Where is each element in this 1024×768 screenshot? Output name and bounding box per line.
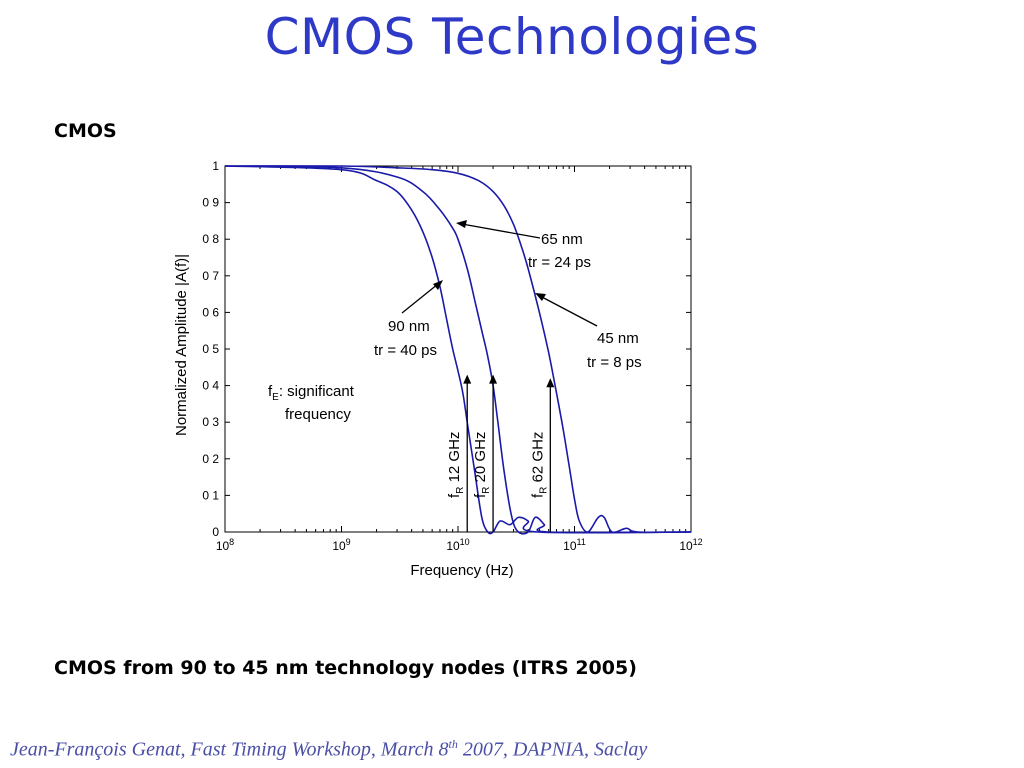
series-line-2 (224, 165, 692, 534)
x-tick-label-3: 1011 (563, 537, 586, 553)
section-label: CMOS (54, 120, 117, 142)
annotation-90nm-line2: tr = 40 ps (374, 342, 437, 359)
y-tick-label-7: 0 7 (202, 269, 219, 283)
x-tick-label-0: 108 (216, 537, 234, 553)
slide-title: CMOS Technologies (264, 8, 760, 66)
markers-layer: fR 12 GHz fR 20 GHz fR 62 GHz (446, 374, 555, 532)
annotation-significant-line2: frequency (285, 406, 351, 423)
y-tick-label-3: 0 3 (202, 415, 219, 429)
footer-prefix: Jean-François Genat, Fast Timing Worksho… (10, 738, 449, 761)
y-axis-title: Normalized Amplitude |A(f)| (173, 254, 190, 436)
slide-caption: CMOS from 90 to 45 nm technology nodes (… (54, 657, 637, 679)
y-tick-label-1: 0 1 (202, 488, 219, 502)
footer-suffix: 2007, DAPNIA, Saclay (457, 738, 648, 761)
footer-superscript: th (448, 737, 458, 751)
slide-footer: Jean-François Genat, Fast Timing Worksho… (10, 737, 647, 762)
y-tick-label-10: 1 (212, 159, 219, 173)
x-tick-label-1: 109 (332, 537, 350, 553)
y-tick-label-9: 0 9 (202, 196, 219, 210)
annotation-65nm-line2: tr = 24 ps (528, 254, 591, 271)
ticks-layer: 0 0 1 0 2 0 3 0 4 0 5 0 6 0 7 0 8 0 9 1 108 109 1010 1… (202, 159, 702, 553)
annotation-45nm-line2: tr = 8 ps (587, 354, 642, 371)
x-tick-label-2: 1010 (446, 537, 469, 553)
marker-label-2: fR 62 GHz (529, 432, 549, 498)
marker-arrowhead-2 (546, 378, 555, 388)
marker-label-0: fR 12 GHz (446, 432, 466, 498)
annotation-significant-line1: fE: significant (268, 383, 355, 403)
y-tick-label-8: 0 8 (202, 232, 219, 246)
x-axis-title: Frequency (Hz) (410, 562, 513, 579)
y-tick-label-2: 0 2 (202, 452, 219, 466)
marker-label-1: fR 20 GHz (472, 432, 492, 498)
y-tick-label-5: 0 5 (202, 342, 219, 356)
annotation-45nm: 45 nm tr = 8 ps (535, 293, 642, 371)
annotation-65nm-line1: 65 nm (541, 231, 583, 248)
marker-arrowhead-1 (489, 374, 498, 384)
annotation-significant-frequency: fE: significant frequency (268, 383, 355, 423)
series-line-0 (224, 165, 692, 535)
series-line-1 (224, 165, 692, 535)
curves-layer (224, 165, 692, 535)
annotation-90nm: 90 nm tr = 40 ps (374, 280, 443, 359)
marker-arrowhead-0 (463, 374, 472, 384)
y-tick-label-6: 0 6 (202, 305, 219, 319)
y-tick-label-0: 0 (212, 525, 219, 539)
annotation-45nm-line1: 45 nm (597, 330, 639, 347)
annotation-65nm: 65 nm tr = 24 ps (456, 220, 591, 271)
annotation-90nm-line1: 90 nm (388, 318, 430, 335)
y-tick-label-4: 0 4 (202, 379, 219, 393)
x-tick-label-4: 1012 (679, 537, 702, 553)
